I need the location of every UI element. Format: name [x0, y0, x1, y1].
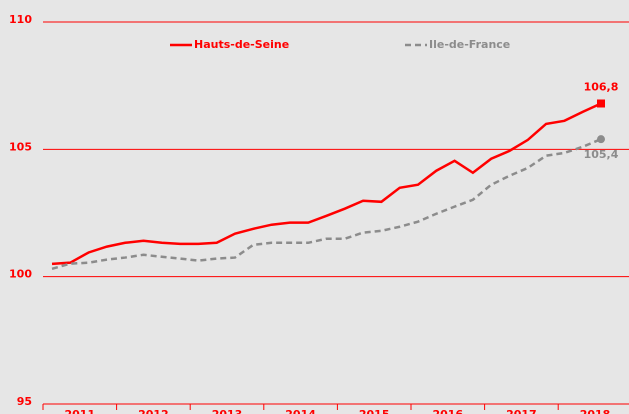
x-tick-label: 2011 [64, 408, 95, 414]
end-marker [597, 135, 605, 144]
x-tick-label: 2017 [506, 408, 537, 414]
x-tick-label: 2014 [285, 408, 316, 414]
x-tick-label: 2016 [432, 408, 463, 414]
x-tick-label: 2015 [359, 408, 390, 414]
series-line [51, 102, 602, 266]
y-tick-label: 100 [9, 268, 32, 281]
legend-label: Hauts-de-Seine [194, 38, 289, 51]
y-tick-label: 105 [9, 140, 32, 153]
legend-label: Ile-de-France [429, 38, 510, 51]
x-tick-label: 2013 [212, 408, 243, 414]
y-tick-label: 95 [17, 395, 32, 408]
value-label: 106,8 [584, 80, 619, 93]
series-line [51, 137, 602, 270]
x-tick-label: 2018 [580, 408, 611, 414]
y-tick-label: 110 [9, 13, 32, 26]
value-label: 105,4 [584, 148, 619, 161]
end-marker [597, 99, 605, 108]
x-tick-label: 2012 [138, 408, 169, 414]
